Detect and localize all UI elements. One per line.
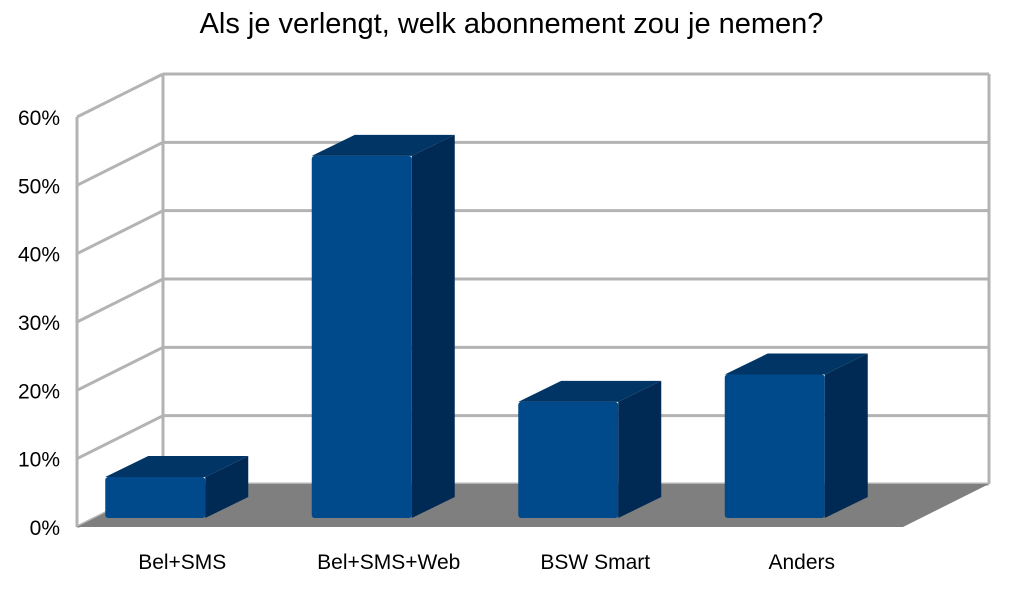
side-gridline	[76, 345, 164, 392]
x-category-label: BSW Smart	[540, 551, 650, 574]
y-axis-ticks: 0% 10% 20% 30% 40% 50% 60%	[18, 107, 60, 540]
side-gridline	[76, 414, 164, 461]
y-tick-label: 50%	[18, 175, 60, 198]
y-tick-label: 60%	[18, 107, 60, 130]
bar-front	[311, 155, 412, 519]
bar-front	[724, 374, 825, 518]
bar-top	[311, 134, 455, 156]
bar-side	[824, 353, 868, 518]
x-category-label: Bel+SMS	[138, 551, 226, 574]
y-tick-label: 30%	[18, 312, 60, 335]
bar-front	[105, 477, 206, 518]
chart-bars	[105, 134, 868, 519]
bar	[311, 134, 455, 519]
x-category-label: Anders	[768, 551, 835, 574]
bar-top	[105, 456, 249, 477]
side-gridline	[76, 140, 164, 187]
y-tick-label: 20%	[18, 380, 60, 403]
x-axis-labels: Bel+SMS Bel+SMS+Web BSW Smart Anders	[138, 551, 835, 574]
bar-top	[724, 353, 868, 375]
x-category-label: Bel+SMS+Web	[317, 551, 460, 574]
bar-side	[411, 134, 455, 519]
y-tick-label: 40%	[18, 244, 60, 267]
bar-side	[618, 380, 662, 518]
side-gridline	[76, 277, 164, 324]
side-gridline	[76, 72, 164, 119]
bar	[518, 380, 662, 518]
y-tick-label: 0%	[30, 517, 60, 540]
bar-front	[518, 401, 619, 518]
bar-top	[518, 380, 662, 402]
chart-title: Als je verlengt, welk abonnement zou je …	[199, 8, 824, 40]
side-gridline	[76, 209, 164, 256]
y-tick-label: 10%	[18, 449, 60, 472]
bar	[105, 456, 249, 518]
bar-side	[205, 456, 249, 518]
bar	[724, 353, 868, 518]
